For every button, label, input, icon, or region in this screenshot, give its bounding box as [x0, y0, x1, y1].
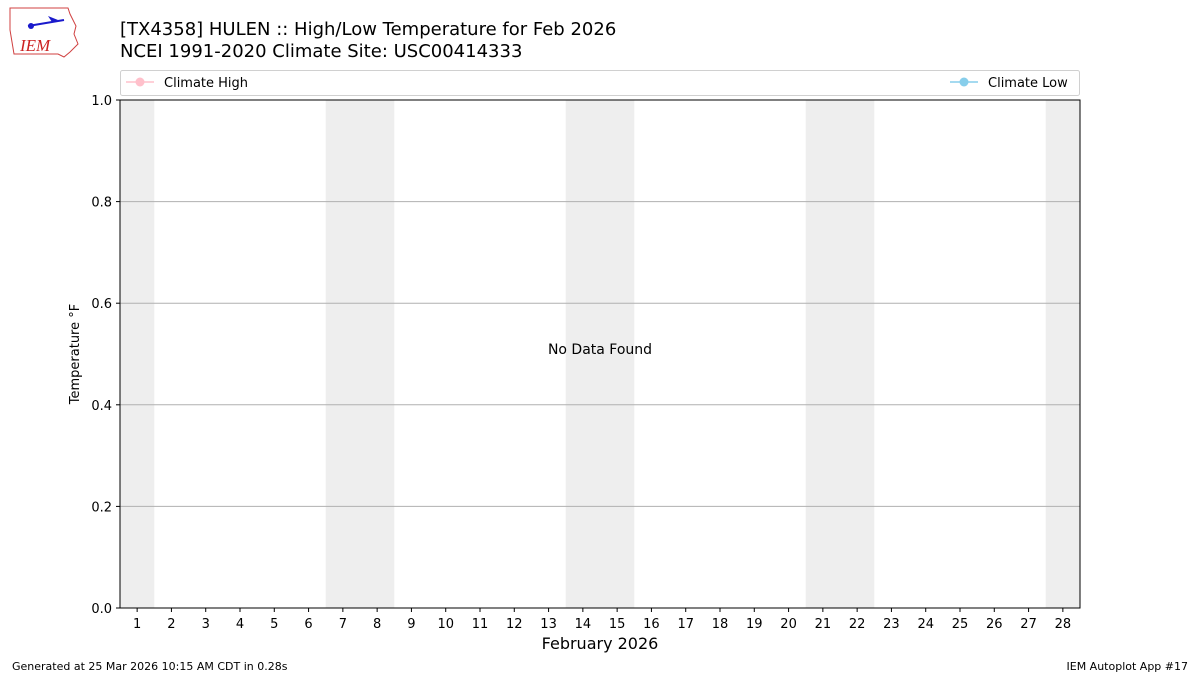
- x-tick-label: 24: [917, 617, 934, 632]
- x-tick-label: 8: [373, 617, 381, 632]
- y-axis-label: Temperature °F: [68, 304, 83, 405]
- logo-outline: [9, 7, 79, 58]
- weekend-band: [565, 100, 635, 608]
- x-tick-label: 21: [815, 617, 832, 632]
- x-tick-label: 17: [677, 617, 694, 632]
- x-tick-label: 25: [952, 617, 969, 632]
- x-tick-label: 4: [236, 617, 244, 632]
- x-tick-label: 10: [437, 617, 454, 632]
- legend-marker: [959, 77, 969, 87]
- x-tick-label: 6: [304, 617, 312, 632]
- annotation: No Data Found: [548, 342, 652, 358]
- x-tick-label: 12: [506, 617, 523, 632]
- x-tick-label: 28: [1055, 617, 1072, 632]
- x-tick-label: 11: [472, 617, 489, 632]
- x-tick-label: 9: [407, 617, 415, 632]
- y-tick-label: 0.4: [91, 399, 112, 414]
- weekend-band: [1045, 100, 1080, 608]
- legend: Climate High Climate Low: [126, 76, 1068, 91]
- weekend-bands: [120, 100, 1080, 608]
- y-tick-label: 0.6: [91, 297, 112, 312]
- y-tick-label: 1.0: [91, 94, 112, 109]
- legend-label: Climate High: [164, 76, 248, 91]
- x-tick-label: 20: [780, 617, 797, 632]
- x-tick-label: 16: [643, 617, 660, 632]
- x-tick-label: 3: [202, 617, 210, 632]
- legend-label: Climate Low: [988, 76, 1068, 91]
- x-tick-label: 22: [849, 617, 866, 632]
- axes: 0.00.20.40.60.81.01 2 3 4 5 6 7 8 9 10 11 12 13 14 15 1…: [91, 94, 1071, 632]
- legend-marker: [135, 77, 145, 87]
- x-tick-label: 26: [986, 617, 1003, 632]
- y-tick-label: 0.0: [91, 602, 112, 617]
- logo-text: IEM: [19, 36, 51, 55]
- x-tick-label: 1: [133, 617, 141, 632]
- logo-flag: [48, 16, 58, 22]
- chart-subtitle: NCEI 1991-2020 Climate Site: USC00414333: [120, 41, 522, 62]
- logo: IEM: [9, 7, 79, 58]
- x-tick-label: 13: [540, 617, 557, 632]
- x-tick-label: 18: [712, 617, 729, 632]
- x-tick-label: 2: [167, 617, 175, 632]
- weekend-band: [120, 100, 155, 608]
- weekend-band: [805, 100, 875, 608]
- legend-box: [120, 70, 1080, 96]
- x-axis-label: February 2026: [542, 634, 659, 653]
- plot-frame: [119, 99, 1081, 609]
- y-tick-label: 0.2: [91, 500, 112, 515]
- chart-title: [TX4358] HULEN :: High/Low Temperature f…: [120, 19, 616, 40]
- x-tick-label: 19: [746, 617, 763, 632]
- footer-right: IEM Autoplot App #17: [1067, 660, 1189, 673]
- x-tick-label: 27: [1020, 617, 1037, 632]
- x-tick-label: 5: [270, 617, 278, 632]
- footer-left: Generated at 25 Mar 2026 10:15 AM CDT in…: [12, 660, 288, 673]
- x-tick-label: 23: [883, 617, 900, 632]
- x-tick-label: 7: [339, 617, 347, 632]
- logo-bar: [27, 19, 65, 27]
- logo-dot: [28, 23, 34, 29]
- x-tick-label: 15: [609, 617, 626, 632]
- weekend-band: [325, 100, 395, 608]
- y-tick-label: 0.8: [91, 196, 112, 211]
- x-tick-label: 14: [575, 617, 592, 632]
